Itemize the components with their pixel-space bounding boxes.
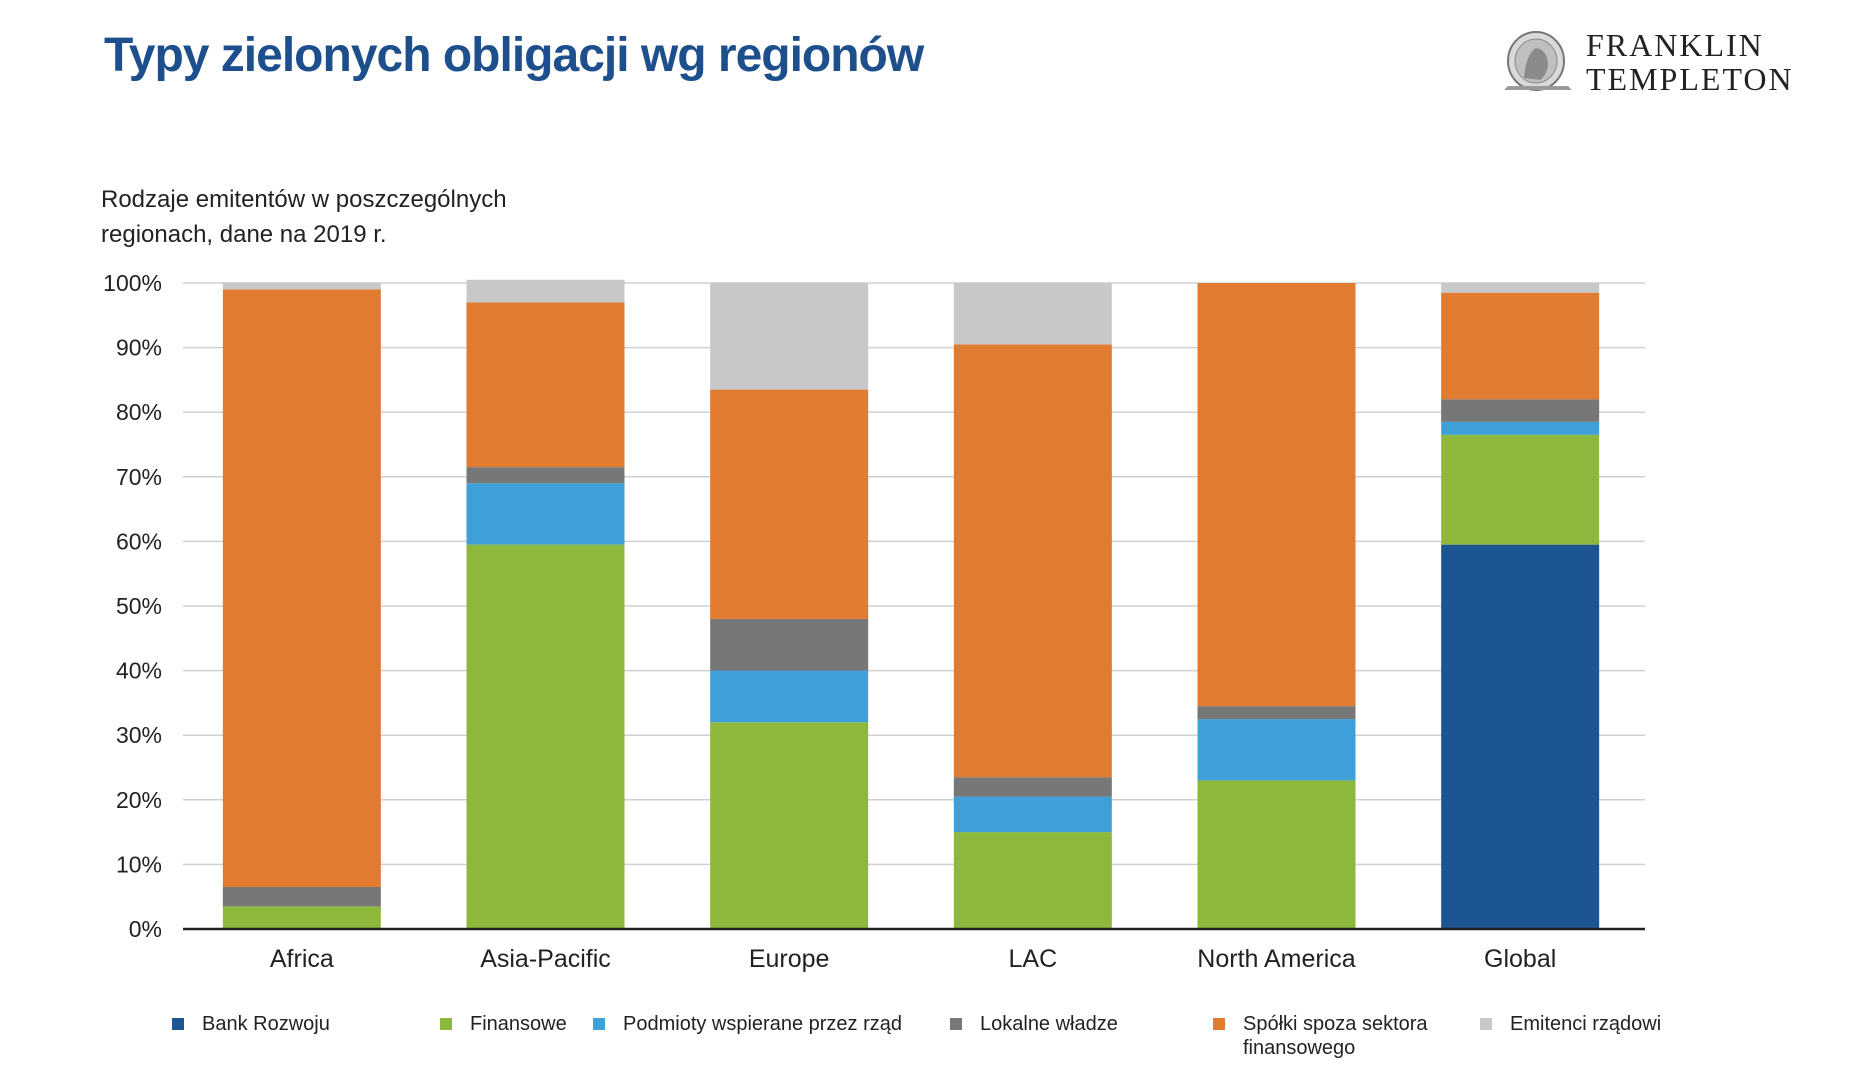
bar-segment <box>710 670 869 723</box>
chart-legend: Bank Rozwoju Finansowe Podmioty wspierane … <box>0 1012 1856 1082</box>
legend-swatch <box>593 1018 605 1030</box>
bar-segment <box>222 906 381 929</box>
x-tick-label: Asia-Pacific <box>480 945 611 973</box>
bar-segment <box>466 302 625 468</box>
bar-segment <box>710 722 869 929</box>
legend-swatch <box>440 1018 452 1030</box>
bar-segment <box>710 618 869 671</box>
bar-segment <box>1441 421 1600 435</box>
chart-subtitle: Rodzaje emitentów w poszczególnych regio… <box>101 186 507 248</box>
bar-segment <box>953 283 1112 345</box>
y-tick-label: 0% <box>129 916 162 942</box>
y-tick-label: 30% <box>116 722 162 748</box>
legend-label: Bank Rozwoju <box>202 1013 330 1035</box>
bar-segment <box>953 796 1112 833</box>
legend-swatch <box>172 1018 184 1030</box>
logo-line-franklin: FRANKLIN <box>1586 27 1764 63</box>
legend-label: Lokalne władze <box>980 1013 1118 1035</box>
x-tick-label: LAC <box>1009 945 1058 973</box>
legend-swatch <box>1213 1018 1225 1030</box>
legend-label: Podmioty wspierane przez rząd <box>623 1013 903 1035</box>
legend-label: Spółki spoza sektora finansowego <box>1243 1013 1428 1059</box>
bar-segment <box>1197 283 1356 707</box>
x-tick-label: Global <box>1484 945 1556 973</box>
y-tick-label: 10% <box>116 851 162 877</box>
y-tick-label: 50% <box>116 593 162 619</box>
logo-line-templeton: TEMPLETON <box>1586 61 1794 97</box>
y-tick-label: 70% <box>116 464 162 490</box>
franklin-seal-icon <box>1504 31 1572 91</box>
bar-segment <box>710 283 869 390</box>
bar-segment <box>953 344 1112 778</box>
stacked-bar-chart: 0% 10% 20% 30% 40% 50% 60% 70% 80% 90% 100% Africa A… <box>103 270 1645 973</box>
bar-segment <box>1441 283 1600 293</box>
legend-swatch <box>1480 1018 1492 1030</box>
bar-segment <box>222 887 381 907</box>
bar-segment <box>466 467 625 484</box>
bar-segment <box>953 832 1112 929</box>
bar-segment <box>953 777 1112 797</box>
bar-segment <box>1197 780 1356 929</box>
y-tick-label: 100% <box>103 270 162 296</box>
bar-segment <box>1197 706 1356 720</box>
y-tick-label: 90% <box>116 335 162 361</box>
x-tick-label: Africa <box>270 945 334 973</box>
bar-segment <box>1197 719 1356 781</box>
bar-segment <box>222 283 381 290</box>
bar-segment <box>1441 399 1600 422</box>
bar-segment <box>466 483 625 545</box>
y-tick-label: 20% <box>116 787 162 813</box>
page-title: Typy zielonych obligacji wg regionów <box>104 29 924 82</box>
x-tick-label: North America <box>1197 945 1355 973</box>
x-tick-label: Europe <box>749 945 830 973</box>
franklin-templeton-logo: FRANKLIN TEMPLETON <box>1502 26 1822 96</box>
y-tick-label: 60% <box>116 528 162 554</box>
legend-label: Finansowe <box>470 1013 567 1035</box>
legend-swatch <box>950 1018 962 1030</box>
bar-segment <box>466 544 625 929</box>
bar-segment <box>222 289 381 888</box>
legend-label: Emitenci rządowi <box>1510 1013 1662 1035</box>
bar-segment <box>1441 434 1600 545</box>
bar-segment <box>1441 544 1600 929</box>
bar-segment <box>710 389 869 619</box>
y-tick-label: 80% <box>116 399 162 425</box>
y-tick-label: 40% <box>116 658 162 684</box>
bar-segment <box>1441 292 1600 400</box>
bar-segment <box>466 279 625 303</box>
